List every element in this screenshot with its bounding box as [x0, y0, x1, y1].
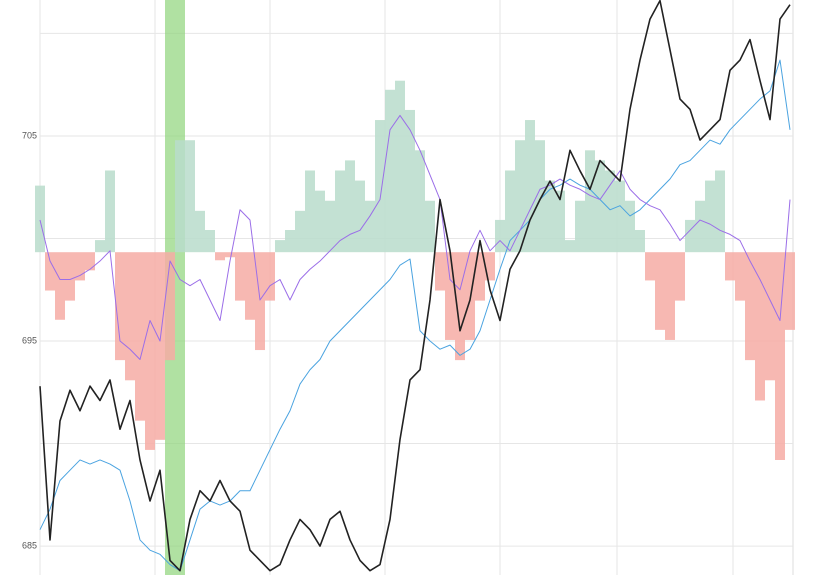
histogram-bar: [785, 252, 795, 330]
histogram-bar: [755, 252, 765, 401]
histogram-bar: [115, 252, 125, 361]
histogram-bar: [745, 252, 755, 361]
histogram-bar: [395, 80, 405, 253]
histogram-bar: [155, 252, 165, 440]
histogram-bar: [105, 170, 115, 253]
histogram-bar: [185, 140, 195, 253]
histogram-bar: [175, 140, 185, 253]
histogram-bar: [525, 120, 535, 253]
histogram-bar: [615, 180, 625, 253]
histogram-bar: [215, 252, 225, 261]
histogram-bar: [555, 190, 565, 253]
histogram-bar: [365, 200, 375, 253]
histogram-bar: [645, 252, 655, 281]
histogram-bar: [295, 210, 305, 253]
histogram-bar: [255, 252, 265, 351]
histogram-bar: [695, 200, 705, 253]
histogram-bar: [635, 230, 645, 253]
histogram-bar: [95, 240, 105, 253]
histogram-bar: [195, 210, 205, 253]
histogram-bar: [55, 252, 65, 320]
histogram-bar: [315, 190, 325, 253]
histogram-bar: [705, 180, 715, 253]
histogram-bar: [165, 252, 175, 361]
histogram-bar: [575, 200, 585, 253]
histogram-bar: [345, 160, 355, 253]
histogram-bar: [625, 200, 635, 253]
histogram-bar: [535, 140, 545, 253]
histogram-bar: [725, 252, 735, 281]
histogram-bar: [655, 252, 665, 330]
y-tick-label: 705: [22, 130, 37, 140]
histogram-bar: [145, 252, 155, 450]
histogram-bar: [735, 252, 745, 301]
histogram-bar: [385, 89, 395, 253]
histogram-bar: [445, 252, 455, 340]
histogram-bar: [455, 252, 465, 361]
y-tick-label: 685: [22, 540, 37, 550]
histogram-bar: [425, 200, 435, 253]
histogram-bar: [75, 252, 85, 281]
histogram-bar: [545, 180, 555, 253]
histogram-bar: [675, 252, 685, 301]
histogram-bar: [765, 252, 775, 381]
histogram-bar: [45, 252, 55, 291]
histogram-bar: [235, 252, 245, 301]
histogram-bar: [225, 252, 235, 258]
histogram-bar: [585, 150, 595, 253]
histogram-bar: [685, 219, 695, 253]
histogram-bar: [715, 170, 725, 253]
histogram-bar: [495, 219, 505, 253]
histogram-bar: [405, 109, 415, 253]
histogram-bar: [305, 170, 315, 253]
histogram-bar: [325, 200, 335, 253]
histogram-bar: [35, 185, 45, 253]
histogram-bar: [435, 252, 445, 291]
histogram-bar: [205, 230, 215, 253]
histogram-bar: [505, 170, 515, 253]
histogram-bar: [135, 252, 145, 421]
y-tick-label: 695: [22, 335, 37, 345]
histogram-bar: [85, 252, 95, 271]
histogram-bar: [245, 252, 255, 320]
histogram-bar: [275, 240, 285, 253]
histogram-bar: [475, 252, 485, 301]
histogram-bar: [355, 180, 365, 253]
histogram-bar: [665, 252, 675, 340]
histogram-bar: [605, 170, 615, 253]
line-series: [39, 0, 791, 572]
histogram-bar: [265, 252, 275, 301]
histogram-bar: [335, 170, 345, 253]
histogram-bar: [485, 252, 495, 281]
line-series: [39, 114, 791, 360]
histogram-bar: [415, 150, 425, 253]
histogram-bar: [515, 140, 525, 253]
line-series: [39, 59, 791, 572]
histogram-bar: [375, 120, 385, 253]
histogram-bar: [65, 252, 75, 301]
histogram-bar: [775, 252, 785, 460]
histogram-bar: [565, 240, 575, 253]
histogram-bar: [595, 160, 605, 253]
histogram-bar: [125, 252, 135, 381]
histogram-bar: [285, 230, 295, 253]
